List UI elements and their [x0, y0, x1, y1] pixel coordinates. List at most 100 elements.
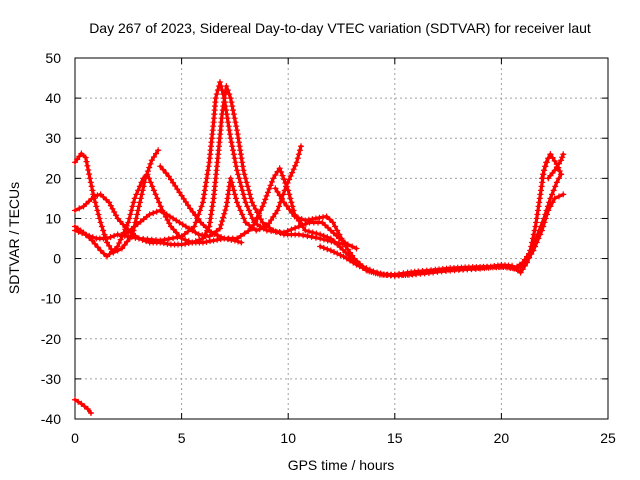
data-point-marker: [174, 234, 181, 241]
data-point-marker: [320, 214, 327, 221]
data-point-marker: [331, 249, 338, 256]
data-point-marker: [237, 147, 244, 154]
data-point-marker: [363, 266, 370, 273]
data-point-marker: [94, 244, 101, 251]
data-point-marker: [140, 175, 147, 182]
data-point-marker: [209, 203, 216, 210]
data-point-marker: [523, 258, 530, 265]
x-axis-label: GPS time / hours: [288, 457, 395, 473]
data-point-marker: [238, 239, 245, 246]
data-point-marker: [136, 199, 143, 206]
data-point-marker: [235, 203, 242, 210]
data-point-marker: [294, 155, 301, 162]
data-point-marker: [129, 203, 136, 210]
data-point-marker: [260, 224, 267, 231]
data-point-marker: [245, 187, 252, 194]
data-point-marker: [203, 238, 210, 245]
data-point-marker: [278, 195, 285, 202]
data-point-marker: [288, 199, 295, 206]
data-point-marker: [230, 147, 237, 154]
data-point-marker: [235, 139, 242, 146]
data-point-marker: [317, 243, 324, 250]
data-point-marker: [237, 179, 244, 186]
data-point-marker: [404, 271, 411, 278]
data-point-marker: [320, 232, 327, 239]
data-point-marker: [147, 179, 154, 186]
data-point-marker: [85, 166, 92, 173]
data-point-marker: [184, 202, 191, 209]
grid: [75, 58, 608, 419]
data-point-marker: [197, 207, 204, 214]
data-point-marker: [305, 216, 312, 223]
data-point-marker: [232, 195, 239, 202]
data-point-marker: [206, 219, 213, 226]
data-point-marker: [152, 191, 159, 198]
data-point-marker: [412, 270, 419, 277]
data-point-marker: [136, 183, 143, 190]
data-point-marker: [528, 251, 535, 258]
data-point-marker: [502, 263, 509, 270]
data-point-marker: [162, 169, 169, 176]
data-point-marker: [205, 167, 212, 174]
data-point-marker: [156, 199, 163, 206]
data-point-marker: [252, 206, 259, 213]
data-point-marker: [309, 216, 316, 223]
data-point-marker: [166, 213, 173, 220]
data-point-marker: [300, 232, 307, 239]
data-point-marker: [128, 225, 135, 232]
data-point-marker: [246, 191, 253, 198]
data-point-marker: [313, 230, 320, 237]
data-point-marker: [327, 235, 334, 242]
data-point-marker: [164, 217, 171, 224]
data-point-marker: [182, 236, 189, 243]
data-point-marker: [198, 203, 205, 210]
data-point-marker: [283, 202, 290, 209]
data-point-marker: [199, 232, 206, 239]
data-point-marker: [228, 139, 235, 146]
data-point-marker: [274, 188, 281, 195]
data-point-marker: [262, 196, 269, 203]
data-point-marker: [167, 223, 174, 230]
data-point-marker: [240, 167, 247, 174]
data-point-marker: [257, 207, 264, 214]
data-point-marker: [135, 207, 142, 214]
data-point-marker: [247, 195, 254, 202]
data-point-marker: [192, 229, 199, 236]
data-point-marker: [220, 91, 227, 98]
data-point-marker: [555, 175, 562, 182]
series-arc1: [72, 396, 94, 416]
data-point-marker: [263, 223, 270, 230]
data-point-marker: [231, 191, 238, 198]
data-point-marker: [353, 261, 360, 268]
data-point-marker: [225, 187, 232, 194]
data-point-marker: [270, 175, 277, 182]
data-point-marker: [119, 221, 126, 228]
data-point-marker: [94, 207, 101, 214]
y-tick-label: -30: [41, 371, 61, 387]
data-point-marker: [170, 226, 177, 233]
data-point-marker: [330, 230, 337, 237]
x-tick-label: 20: [494, 430, 510, 446]
data-point-marker: [295, 151, 302, 158]
data-point-marker: [272, 185, 279, 192]
y-tick-label: 50: [45, 50, 61, 66]
data-point-marker: [308, 233, 315, 240]
y-tick-label: -20: [41, 331, 61, 347]
data-point-marker: [224, 115, 231, 122]
x-tick-label: 5: [178, 430, 186, 446]
data-point-marker: [537, 191, 544, 198]
data-point-marker: [79, 230, 86, 237]
data-point-marker: [240, 191, 247, 198]
data-point-marker: [75, 398, 82, 405]
data-point-marker: [86, 232, 93, 239]
y-tick-label: 30: [45, 130, 61, 146]
data-point-marker: [122, 230, 129, 237]
data-point-marker: [228, 99, 235, 106]
data-point-marker: [545, 155, 552, 162]
data-point-marker: [295, 214, 302, 221]
data-point-marker: [146, 164, 153, 171]
data-point-marker: [127, 211, 134, 218]
data-point-marker: [533, 219, 540, 226]
data-point-marker: [242, 175, 249, 182]
data-point-marker: [334, 250, 341, 257]
